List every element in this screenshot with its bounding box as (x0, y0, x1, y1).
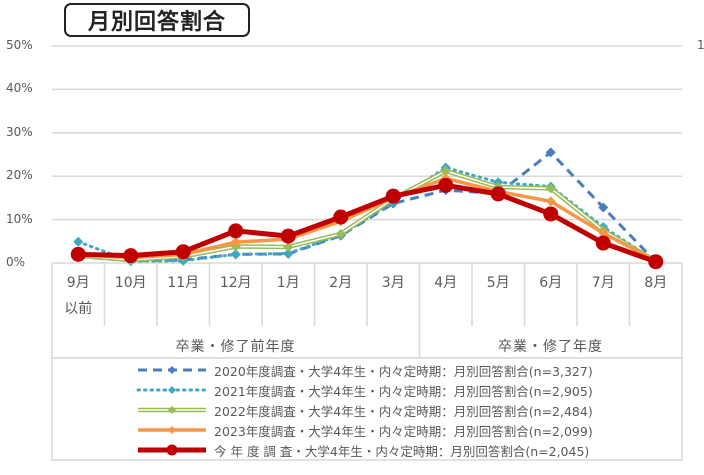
data-point-marker (438, 177, 454, 193)
x-tick-label: 5月 (486, 275, 510, 291)
data-point-marker (385, 188, 401, 204)
x-tick-label: 9月 以前 (64, 275, 93, 317)
data-point-marker (230, 237, 241, 248)
data-point-marker (280, 228, 296, 244)
y-tick-label: 10% (6, 211, 33, 226)
data-point-marker (598, 202, 609, 213)
x-tick-label: 1月 (276, 275, 300, 291)
legend-item: 2021年度調査・大学4年生・内々定時期：月別回答割合(n=2,905) (136, 380, 593, 400)
group-label-pre-year: 卒業・修了前年度 (175, 339, 296, 355)
data-point-marker (598, 228, 609, 239)
legend-item: 2020年度調査・大学4年生・内々定時期：月別回答割合(n=3,327) (136, 360, 593, 380)
legend-frame (51, 357, 683, 461)
data-point-marker (490, 186, 506, 202)
chart-legend: 2020年度調査・大学4年生・内々定時期：月別回答割合(n=3,327) 2021… (52, 358, 682, 460)
legend-label: 2023年度調査・大学4年生・内々定時期：月別回答割合(n=2,099) (214, 423, 593, 439)
data-point-marker (230, 249, 241, 260)
data-point-marker (545, 196, 556, 207)
legend-label: 2020年度調査・大学4年生・内々定時期：月別回答割合(n=3,327) (214, 363, 593, 379)
legend-label: 2021年度調査・大学4年生・内々定時期：月別回答割合(n=2,905) (214, 383, 593, 399)
data-point-marker (333, 209, 349, 225)
x-tick-label: 2月 (329, 275, 353, 291)
series-line-4 (70, 177, 664, 270)
chart-title: 月別回答割合 (64, 3, 250, 37)
data-point-marker (70, 246, 86, 262)
data-point-marker (543, 206, 559, 222)
x-tick-label: 8月 (644, 275, 668, 291)
x-tick-label: 10月 (114, 275, 147, 291)
data-point-marker (545, 147, 556, 158)
legend-swatch-icon (138, 444, 206, 456)
y-tick-label: 50% (6, 38, 33, 52)
legend-item: 今 年 度 調 査・大学4年生・内々定時期：月別回答割合(n=2,045) (136, 440, 589, 460)
data-point-marker (335, 228, 346, 239)
x-tick-label: 3月 (381, 275, 405, 291)
right-axis-cut-label: 1 (697, 38, 704, 52)
y-tick-label: 40% (6, 81, 33, 96)
group-label-grad-year: 卒業・修了年度 (498, 339, 603, 355)
data-point-marker (283, 248, 294, 259)
legend-item: 2022年度調査・大学4年生・内々定時期：月別回答割合(n=2,484) (136, 400, 593, 420)
x-tick-label: 7月 (591, 275, 615, 291)
legend-item: 2023年度調査・大学4年生・内々定時期：月別回答割合(n=2,099) (136, 420, 593, 440)
legend-label: 今 年 度 調 査・大学4年生・内々定時期：月別回答割合(n=2,045) (214, 443, 590, 459)
x-tick-label: 4月 (434, 275, 458, 291)
x-tick-label: 6月 (539, 275, 563, 291)
data-point-marker (440, 165, 451, 176)
data-point-marker (228, 223, 244, 239)
legend-swatch-icon (136, 386, 208, 394)
data-point-marker (175, 244, 191, 260)
data-point-marker (283, 241, 294, 252)
data-point-marker (73, 236, 84, 247)
y-tick-label: 20% (6, 168, 33, 183)
y-tick-label: 30% (6, 124, 33, 139)
data-point-marker (595, 235, 611, 251)
legend-swatch-icon (138, 406, 206, 414)
legend-swatch-icon (138, 366, 206, 374)
data-point-marker (545, 183, 556, 194)
x-tick-label: 11月 (167, 275, 200, 291)
data-point-marker (123, 248, 139, 264)
x-tick-label: 12月 (219, 275, 252, 291)
legend-label: 2022年度調査・大学4年生・内々定時期：月別回答割合(n=2,484) (214, 403, 593, 419)
y-tick-label: 0% (6, 255, 26, 269)
data-point-marker (648, 254, 664, 270)
legend-swatch-icon (138, 426, 206, 434)
